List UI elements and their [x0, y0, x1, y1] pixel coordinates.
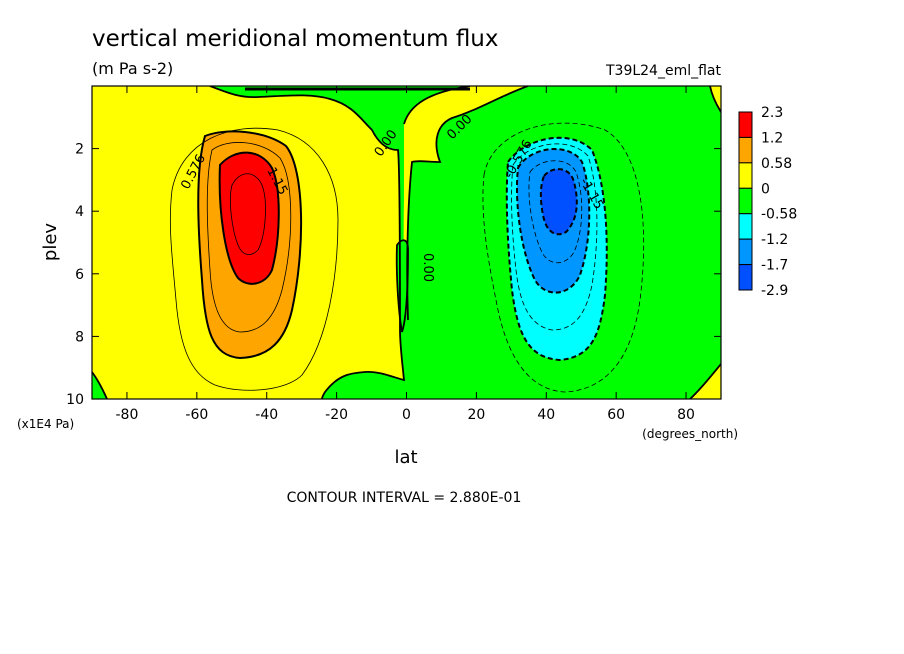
x-tick-label: 40	[537, 407, 555, 423]
x-tick-label: -20	[325, 407, 348, 423]
y-tick-label: 10	[66, 392, 84, 408]
colorbar-label: 2.3	[761, 105, 783, 121]
y-axis-title: plev	[40, 223, 61, 262]
x-tick-label: -60	[185, 407, 208, 423]
colorbar-swatch	[738, 264, 753, 291]
colorbar: 2.3 1.2 0.58 0 -0.58 -1.2 -1.7 -2.9	[738, 105, 797, 299]
x-tick-label: 60	[607, 407, 625, 423]
contours-positive	[169, 127, 339, 391]
colorbar-label: 1.2	[761, 130, 783, 146]
band-red	[219, 152, 279, 284]
colorbar-swatch	[738, 111, 753, 138]
contours-negative	[482, 122, 645, 393]
contours-zero	[92, 86, 721, 399]
run-label: T39L24_eml_flat	[605, 63, 722, 79]
x-tick-label: 80	[677, 407, 695, 423]
x-tick-label: 20	[467, 407, 485, 423]
contour-interval-text: CONTOUR INTERVAL = 2.880E-01	[287, 490, 522, 506]
contour-plot-area: 0.576 1.150.00 0.000.00-0.576-1.15	[92, 86, 721, 399]
colorbar-label: -1.7	[761, 258, 788, 274]
band-darkblue	[540, 169, 577, 235]
x-axis: -80 -60 -40 -20 0 20 40 60 80	[116, 86, 695, 423]
band-yellow-strip	[403, 86, 528, 320]
colorbar-label: 0	[761, 181, 770, 197]
colorbar-label: -0.58	[761, 207, 797, 223]
y-axis: 2 4 6 8 10	[66, 142, 721, 408]
colorbar-swatch	[738, 136, 753, 164]
y-axis-units: (x1E4 Pa)	[17, 417, 74, 431]
chart-units: (m Pa s-2)	[92, 59, 173, 78]
x-tick-label: 0	[402, 407, 411, 423]
x-tick-label: -40	[255, 407, 278, 423]
colorbar-swatch	[738, 238, 753, 266]
colorbar-label: -2.9	[761, 283, 788, 299]
chart-title: vertical meridional momentum flux	[92, 26, 499, 52]
colorbar-label: 0.58	[761, 156, 792, 172]
y-tick-label: 2	[75, 142, 84, 158]
colorbar-swatch	[738, 162, 753, 189]
y-tick-label: 6	[75, 267, 84, 283]
x-axis-units: (degrees_north)	[642, 427, 738, 441]
contour-label: 0.00	[420, 253, 435, 282]
colorbar-label: -1.2	[761, 232, 788, 248]
y-tick-label: 8	[75, 329, 84, 345]
colorbar-swatch	[738, 213, 753, 240]
x-tick-label: -80	[116, 407, 139, 423]
band-yellow-se	[690, 364, 721, 399]
x-axis-title: lat	[394, 447, 417, 468]
colorbar-swatch	[738, 187, 753, 215]
y-tick-label: 4	[75, 204, 84, 220]
